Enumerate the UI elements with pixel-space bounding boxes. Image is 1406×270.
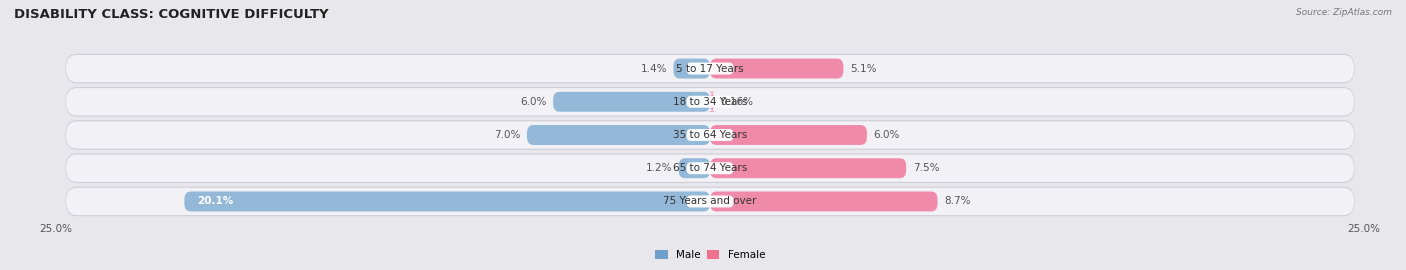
Text: 1.2%: 1.2% xyxy=(645,163,672,173)
Text: 7.5%: 7.5% xyxy=(912,163,939,173)
FancyBboxPatch shape xyxy=(686,63,734,75)
FancyBboxPatch shape xyxy=(66,121,1354,149)
FancyBboxPatch shape xyxy=(66,55,1354,82)
Text: 6.0%: 6.0% xyxy=(520,97,547,107)
FancyBboxPatch shape xyxy=(66,54,1354,83)
Text: 0.16%: 0.16% xyxy=(721,97,754,107)
FancyBboxPatch shape xyxy=(686,195,734,207)
FancyBboxPatch shape xyxy=(709,92,716,112)
FancyBboxPatch shape xyxy=(66,88,1354,115)
Text: 75 Years and over: 75 Years and over xyxy=(664,197,756,207)
FancyBboxPatch shape xyxy=(710,158,905,178)
FancyBboxPatch shape xyxy=(184,191,710,211)
Text: 6.0%: 6.0% xyxy=(873,130,900,140)
Text: 5 to 17 Years: 5 to 17 Years xyxy=(676,63,744,73)
FancyBboxPatch shape xyxy=(710,125,868,145)
FancyBboxPatch shape xyxy=(710,191,938,211)
Text: 1.4%: 1.4% xyxy=(640,63,666,73)
FancyBboxPatch shape xyxy=(679,158,710,178)
FancyBboxPatch shape xyxy=(527,125,710,145)
Text: DISABILITY CLASS: COGNITIVE DIFFICULTY: DISABILITY CLASS: COGNITIVE DIFFICULTY xyxy=(14,8,329,21)
FancyBboxPatch shape xyxy=(686,96,734,108)
Text: 8.7%: 8.7% xyxy=(943,197,970,207)
FancyBboxPatch shape xyxy=(66,122,1354,148)
FancyBboxPatch shape xyxy=(686,162,734,174)
Text: Source: ZipAtlas.com: Source: ZipAtlas.com xyxy=(1296,8,1392,17)
Text: 5.1%: 5.1% xyxy=(851,63,876,73)
FancyBboxPatch shape xyxy=(66,187,1354,216)
FancyBboxPatch shape xyxy=(66,154,1354,183)
Text: 7.0%: 7.0% xyxy=(494,130,520,140)
FancyBboxPatch shape xyxy=(673,59,710,79)
FancyBboxPatch shape xyxy=(66,155,1354,182)
Text: 35 to 64 Years: 35 to 64 Years xyxy=(673,130,747,140)
Text: 65 to 74 Years: 65 to 74 Years xyxy=(673,163,747,173)
FancyBboxPatch shape xyxy=(66,87,1354,116)
Text: 20.1%: 20.1% xyxy=(197,197,233,207)
FancyBboxPatch shape xyxy=(553,92,710,112)
FancyBboxPatch shape xyxy=(686,129,734,141)
Text: 18 to 34 Years: 18 to 34 Years xyxy=(673,97,747,107)
FancyBboxPatch shape xyxy=(66,188,1354,215)
FancyBboxPatch shape xyxy=(710,59,844,79)
Legend: Male, Female: Male, Female xyxy=(651,246,769,265)
